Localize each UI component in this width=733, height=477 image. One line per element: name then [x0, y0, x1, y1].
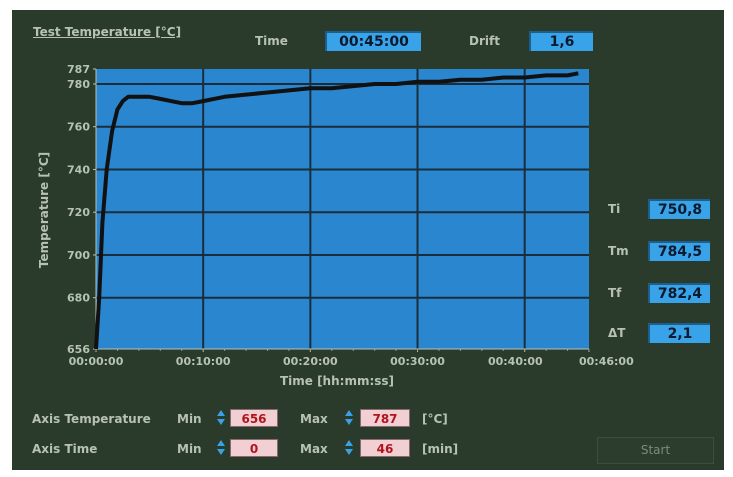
- x-axis-label: Time [hh:mm:ss]: [280, 374, 394, 388]
- spin-down-icon[interactable]: [345, 449, 353, 455]
- temperature-chart: 656 680 700 720 740 760 780 787 00:00:00 00:10:00…: [37, 63, 634, 388]
- y-tick-label: 720: [67, 206, 90, 219]
- axis-temperature-label: Axis Temperature: [32, 412, 151, 426]
- x-tick-label: 00:46:00: [579, 355, 634, 368]
- axis-temperature-min-input[interactable]: 656: [230, 409, 278, 427]
- axis-time-label: Axis Time: [32, 442, 98, 456]
- spin-down-icon[interactable]: [217, 419, 225, 425]
- y-tick-label: 656: [67, 343, 90, 356]
- drift-label: Drift: [469, 34, 500, 48]
- spin-up-icon[interactable]: [345, 440, 353, 446]
- temperature-series-line: [94, 71, 579, 350]
- ti-display: 750,8: [648, 199, 710, 219]
- x-tick-label: 00:30:00: [390, 355, 445, 368]
- plot-area: [96, 69, 589, 349]
- ti-label: Ti: [608, 202, 621, 216]
- spin-up-icon[interactable]: [217, 410, 225, 416]
- y-tick-label: 787: [67, 63, 90, 76]
- delta-t-display: 2,1: [648, 323, 710, 343]
- y-tick-label: 780: [67, 78, 90, 91]
- axis-time-max-input[interactable]: 46: [360, 439, 410, 457]
- axis-time-max-spinner[interactable]: [345, 439, 353, 457]
- start-button[interactable]: Start: [597, 437, 714, 464]
- x-tick-label: 00:00:00: [69, 355, 124, 368]
- spin-up-icon[interactable]: [217, 440, 225, 446]
- x-tick-label: 00:10:00: [176, 355, 231, 368]
- spin-up-icon[interactable]: [345, 410, 353, 416]
- page-title: Test Temperature [°C]: [33, 25, 182, 39]
- delta-t-label: ΔT: [608, 326, 626, 340]
- time-label: Time: [255, 34, 288, 48]
- y-tick-label: 680: [67, 292, 90, 305]
- axis-time-min-input[interactable]: 0: [230, 439, 278, 457]
- y-tick-label: 760: [67, 121, 90, 134]
- axis-temperature-unit: [°C]: [422, 412, 448, 426]
- axis-time-min-spinner[interactable]: [217, 439, 225, 457]
- axis-time-min-label: Min: [177, 442, 202, 456]
- tm-display: 784,5: [648, 241, 710, 261]
- tf-label: Tf: [608, 286, 622, 300]
- drift-display: 1,6: [529, 31, 593, 51]
- y-tick-label: 700: [67, 249, 90, 262]
- axis-temperature-max-label: Max: [300, 412, 328, 426]
- axis-temperature-max-input[interactable]: 787: [360, 409, 410, 427]
- spin-down-icon[interactable]: [217, 449, 225, 455]
- axis-temperature-max-spinner[interactable]: [345, 409, 353, 427]
- x-tick-label: 00:20:00: [283, 355, 338, 368]
- axis-temperature-min-spinner[interactable]: [217, 409, 225, 427]
- axis-time-max-label: Max: [300, 442, 328, 456]
- tm-label: Tm: [608, 244, 629, 258]
- y-tick-label: 740: [67, 163, 90, 176]
- instrument-panel: Test Temperature [°C] Time 00:45:00 Drif…: [12, 10, 724, 470]
- x-tick-label: 00:40:00: [488, 355, 543, 368]
- time-display: 00:45:00: [325, 31, 421, 51]
- spin-down-icon[interactable]: [345, 419, 353, 425]
- tf-display: 782,4: [648, 283, 710, 303]
- axis-temperature-min-label: Min: [177, 412, 202, 426]
- y-axis-label: Temperature [°C]: [37, 152, 51, 268]
- axis-time-unit: [min]: [422, 442, 459, 456]
